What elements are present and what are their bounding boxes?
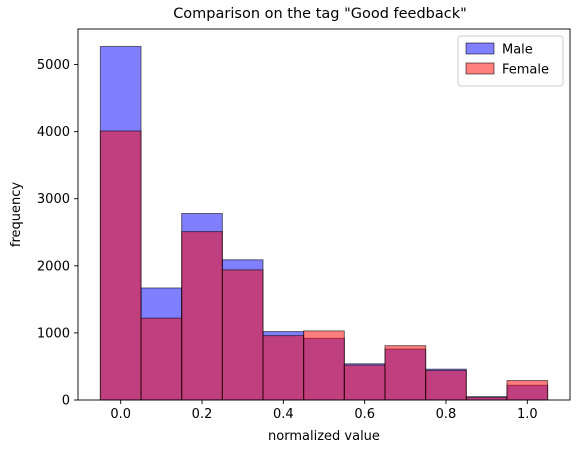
- legend-label-female: Female: [502, 63, 549, 78]
- x-tick-label: 0.0: [110, 407, 131, 422]
- legend-label-male: Male: [502, 43, 533, 58]
- plot-frame: [77, 28, 571, 401]
- legend-swatch-female: [465, 62, 495, 75]
- y-tick-label: 0: [62, 394, 70, 409]
- female-bar: [221, 269, 264, 401]
- chart-title: Comparison on the tag "Good feedback": [173, 6, 467, 22]
- y-tick-label: 2000: [37, 259, 70, 274]
- female-bar: [343, 364, 386, 401]
- female-bar: [262, 335, 305, 401]
- legend: Male Female: [457, 35, 564, 87]
- x-axis-label: normalized value: [268, 429, 380, 444]
- x-axis-ticks: 0.0 0.2 0.4 0.6 0.8 1.0: [110, 400, 538, 422]
- female-bar: [425, 369, 467, 401]
- female-bar: [506, 380, 549, 401]
- y-axis-ticks: 0 1000 2000 3000 4000 5000: [37, 58, 78, 409]
- x-tick-label: 0.2: [192, 407, 213, 422]
- y-tick-label: 1000: [37, 326, 70, 341]
- female-bar: [384, 345, 427, 401]
- x-tick-label: 1.0: [517, 407, 538, 422]
- y-axis-label: frequency: [9, 182, 24, 248]
- legend-swatch-male: [465, 42, 495, 55]
- female-bar: [181, 231, 223, 401]
- bars-layer: [99, 45, 549, 401]
- y-tick-label: 5000: [37, 58, 70, 73]
- female-bar: [140, 317, 183, 401]
- x-tick-label: 0.6: [354, 407, 375, 422]
- female-bar: [303, 330, 345, 401]
- y-tick-label: 4000: [37, 125, 70, 140]
- x-tick-label: 0.4: [273, 407, 294, 422]
- x-tick-label: 0.8: [436, 407, 457, 422]
- y-tick-label: 3000: [37, 192, 70, 207]
- female-bar: [99, 130, 142, 401]
